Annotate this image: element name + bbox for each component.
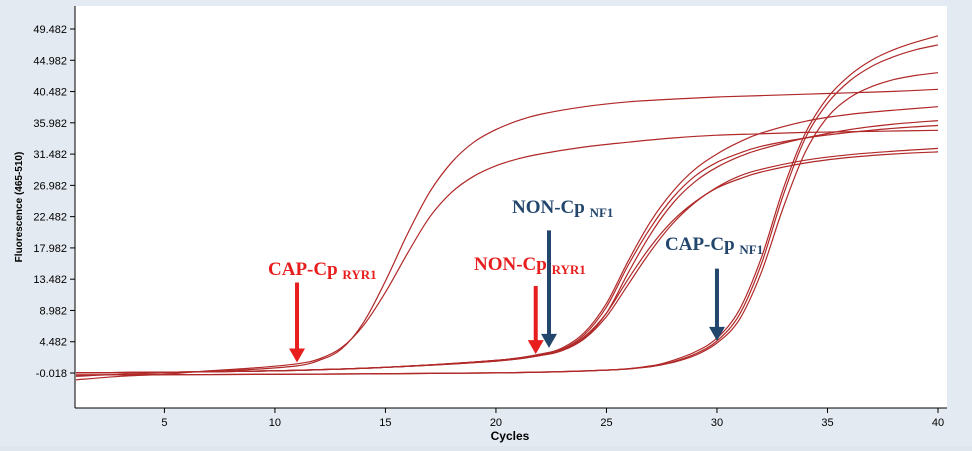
y-tick-label: 31.482	[33, 149, 67, 161]
x-tick-label: 15	[379, 417, 391, 429]
x-tick-label: 25	[600, 417, 612, 429]
x-axis-label: Cycles	[491, 429, 530, 443]
y-ticks-group: -0.018 4.482 8.982 13.482 17.982 22.482 26.982…	[33, 24, 75, 380]
x-tick-label: 40	[932, 417, 944, 429]
x-tick-label: 10	[269, 417, 281, 429]
plot-area	[75, 6, 947, 408]
amplification-curve-10	[75, 72, 939, 376]
annotation-arrow-head	[540, 333, 557, 348]
y-tick-label: 22.482	[33, 212, 67, 224]
annotation-label-subscript: RYR1	[342, 267, 376, 282]
annotation-label: CAP-Cp RYR1	[268, 259, 377, 282]
curves-group	[75, 35, 939, 381]
amplification-curve-7	[75, 147, 939, 374]
amplification-curve-2	[75, 88, 939, 377]
annotation-label-main: CAP-Cp	[665, 234, 739, 255]
y-tick-label: 35.982	[33, 118, 67, 130]
y-tick-label: 8.982	[39, 305, 67, 317]
y-tick-label: 44.982	[33, 55, 67, 67]
y-tick-label: 13.482	[33, 274, 67, 286]
annotation-label: NON-Cp RYR1	[474, 254, 586, 277]
y-tick-label: 26.982	[33, 180, 67, 192]
x-tick-label: 5	[161, 417, 167, 429]
y-axis-label: Fluorescence (465-510)	[14, 152, 25, 263]
y-tick-label: 49.482	[33, 24, 67, 36]
annotation-label-main: NON-Cp	[512, 197, 590, 218]
x-tick-label: 35	[821, 417, 833, 429]
x-tick-label: 30	[711, 417, 723, 429]
annotation-label: CAP-Cp NF1	[665, 234, 763, 257]
annotation-label-subscript: NF1	[739, 242, 763, 257]
annotation-arrow-head	[527, 340, 544, 355]
y-tick-label: 40.482	[33, 87, 67, 99]
arrows-group	[289, 230, 725, 363]
y-tick-label: 17.982	[33, 243, 67, 255]
x-tick-label: 20	[490, 417, 502, 429]
y-tick-label: -0.018	[36, 368, 67, 380]
annotation-label: NON-Cp NF1	[512, 197, 613, 220]
annotation-label-subscript: NF1	[590, 205, 614, 220]
annotation-label-main: NON-Cp	[474, 254, 552, 275]
annotation-arrow-head	[708, 326, 725, 341]
y-tick-label: 4.482	[39, 337, 67, 349]
annotation-arrow-head	[289, 348, 306, 363]
annotation-label-main: CAP-Cp	[268, 259, 342, 280]
annotation-label-subscript: RYR1	[552, 262, 586, 277]
x-ticks-group: 5 10 15 20 25 30 35 40	[161, 408, 944, 429]
